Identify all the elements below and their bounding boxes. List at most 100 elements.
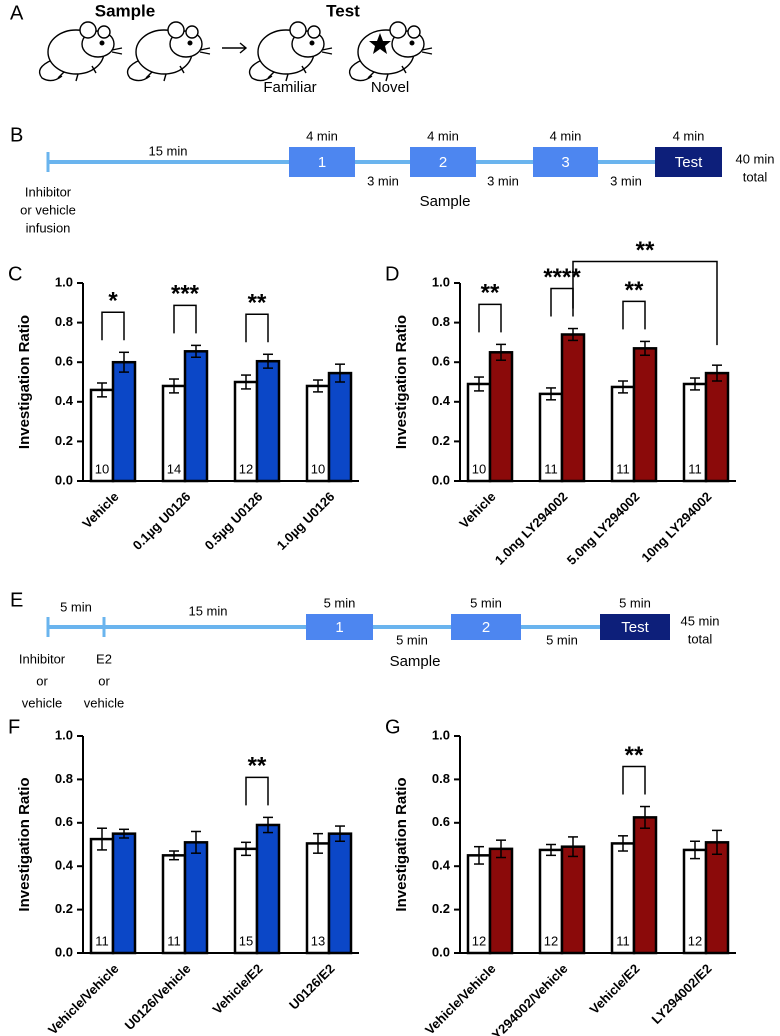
n-label: 11 [616, 461, 630, 476]
gap-label: 5 min [396, 632, 428, 647]
bar [183, 350, 209, 483]
block-label: 2 [439, 154, 447, 171]
mouse-icon [248, 21, 333, 82]
arrow [222, 42, 248, 54]
heading: Sample [95, 1, 155, 20]
y-tick-label: 0.8 [55, 314, 73, 329]
bar [632, 347, 658, 483]
duration-label: 4 min [306, 128, 338, 143]
gap-label: 3 min [487, 173, 519, 188]
significance-label: ** [625, 742, 644, 769]
n-label: 13 [311, 933, 325, 948]
y-tick-label: 0.6 [55, 814, 73, 829]
x-tick-label: Vehicle [79, 489, 121, 531]
start-label: Inhibitor [25, 184, 72, 199]
y-tick-label: 0.2 [55, 901, 73, 916]
novel-object [369, 33, 391, 54]
y-tick-label: 0.2 [55, 433, 73, 448]
start-label: vehicle [22, 695, 62, 710]
n-label: 10 [95, 461, 109, 476]
y-tick-label: 0.2 [432, 433, 450, 448]
bar [255, 359, 281, 483]
n-label: 15 [239, 933, 253, 948]
duration-label: 4 min [427, 128, 459, 143]
bar [327, 832, 353, 955]
panel-label: A [10, 2, 24, 24]
block-label: 3 [561, 154, 569, 171]
session-block [600, 614, 670, 640]
x-tick-label: Vehicle/Vehicle [422, 961, 499, 1036]
gap-label: 3 min [610, 173, 642, 188]
total-label: total [743, 169, 768, 184]
n-label: 10 [472, 461, 486, 476]
duration-label: 5 min [470, 595, 502, 610]
y-tick-label: 1.0 [55, 727, 73, 742]
y-tick-label: 0.0 [432, 472, 450, 487]
significance-bracket [622, 300, 646, 330]
x-tick-label: U0126/E2 [286, 961, 337, 1012]
session-block [451, 614, 521, 640]
bar [488, 847, 514, 955]
y-tick-label: 0.6 [55, 354, 73, 369]
session-block [655, 147, 722, 177]
start-label: Inhibitor [19, 651, 66, 666]
heading: Test [326, 1, 360, 20]
start-label: or [36, 673, 48, 688]
panel-label: B [10, 124, 23, 146]
significance-bracket [101, 311, 125, 341]
total-label: total [688, 631, 713, 646]
x-tick-label: 0.5µg U0126 [202, 489, 266, 553]
significance-bracket [245, 776, 269, 806]
bar [632, 816, 658, 955]
start-label: E2 [96, 651, 112, 666]
y-tick-label: 0.4 [432, 393, 451, 408]
block-label: 1 [318, 154, 326, 171]
block-label: Test [675, 154, 703, 171]
x-tick-label: Vehicle/E2 [586, 961, 642, 1017]
x-tick-label: 1.0ng LY294002 [492, 489, 571, 568]
x-tick-label: U0126/Vehicle [122, 961, 194, 1033]
bar [111, 360, 137, 483]
start-label: or vehicle [20, 202, 76, 217]
session-block [533, 147, 598, 177]
y-axis-label: Investigation Ratio [393, 777, 410, 911]
y-axis-label: Investigation Ratio [393, 315, 410, 449]
bar [488, 351, 514, 483]
block-label: Test [621, 619, 649, 636]
significance-label: ** [248, 290, 267, 317]
y-tick-label: 1.0 [432, 727, 450, 742]
y-tick-label: 1.0 [432, 274, 450, 289]
gap-label: 15 min [148, 143, 187, 158]
significance-bracket [478, 303, 502, 333]
y-tick-label: 0.0 [55, 472, 73, 487]
bar [255, 823, 281, 955]
n-label: 11 [544, 461, 558, 476]
start-label: or [98, 673, 110, 688]
duration-label: 4 min [673, 128, 705, 143]
total-label: 40 min [735, 151, 774, 166]
significance-bracket [550, 287, 574, 317]
x-tick-label: 0.1µg U0126 [130, 489, 194, 553]
significance-label: ** [636, 237, 655, 264]
y-tick-label: 0.8 [432, 771, 450, 786]
x-tick-label: 5.0ng LY294002 [564, 489, 643, 568]
center-label: Sample [390, 653, 441, 670]
block-label: 1 [335, 619, 343, 636]
caption: Novel [371, 79, 409, 96]
mouse-icon [126, 21, 211, 82]
significance-bracket [245, 313, 269, 343]
x-tick-label: 1.0µg U0126 [274, 489, 338, 553]
significance-label: ** [248, 753, 267, 780]
n-label: 10 [311, 461, 325, 476]
x-tick-label: Vehicle/Vehicle [45, 961, 122, 1036]
total-label: 45 min [680, 613, 719, 628]
significance-label: * [108, 288, 118, 315]
y-axis-label: Investigation Ratio [16, 315, 33, 449]
block-label: 2 [482, 619, 490, 636]
duration-label: 5 min [619, 595, 651, 610]
panel-label: E [10, 589, 23, 611]
x-tick-label: 10ng LY294002 [638, 489, 714, 565]
mouse-icon [38, 21, 123, 82]
x-tick-label: Vehicle/E2 [209, 961, 265, 1017]
